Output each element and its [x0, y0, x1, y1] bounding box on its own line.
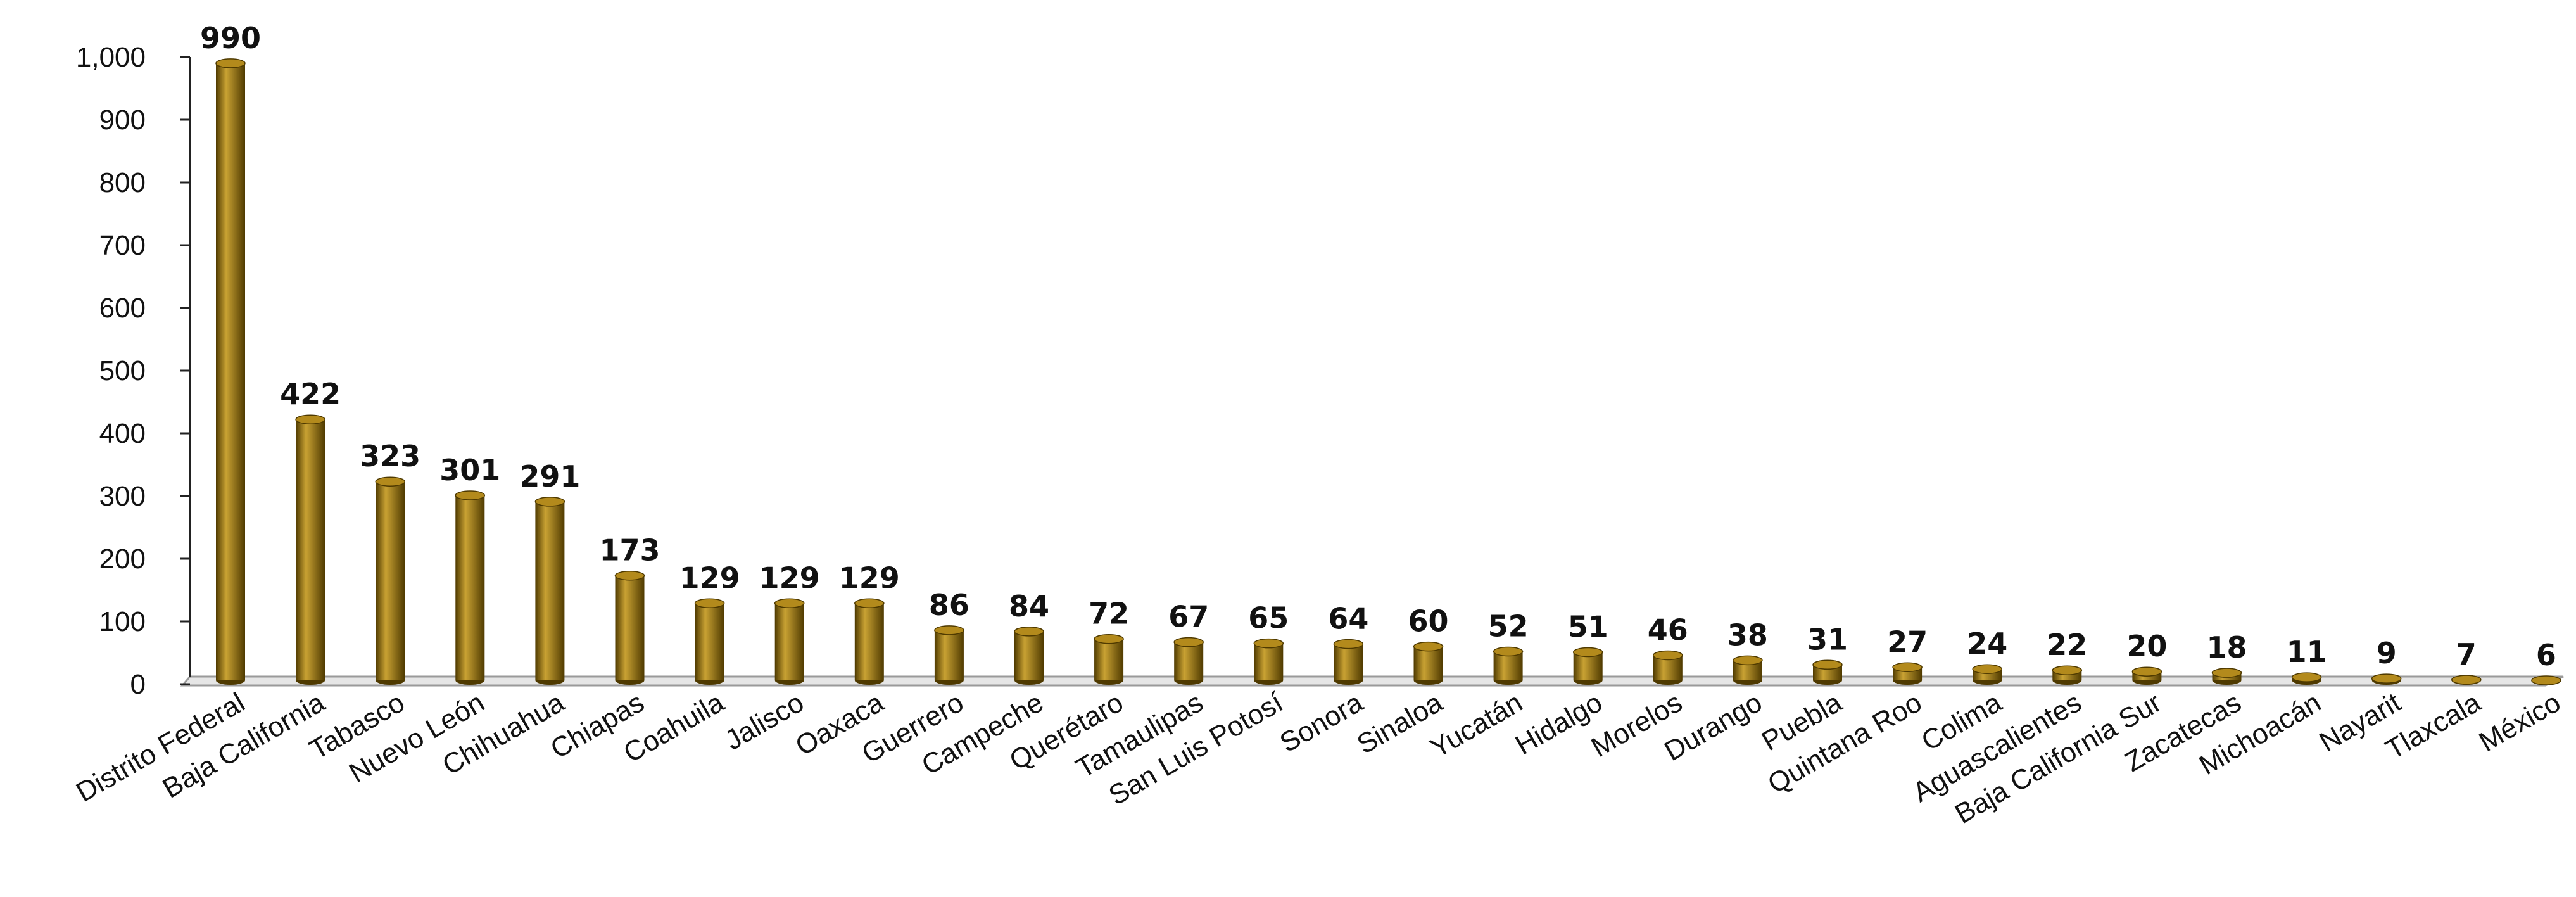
- y-tick-label: 600: [99, 293, 146, 324]
- bar: [2052, 665, 2083, 685]
- data-label: 129: [679, 561, 740, 595]
- bar: [1812, 659, 1843, 685]
- bar: [2451, 675, 2482, 685]
- bar: [2211, 668, 2242, 685]
- bar: [774, 598, 805, 685]
- bar: [1733, 655, 1763, 685]
- bar: [375, 476, 405, 685]
- data-label: 84: [1009, 589, 1049, 623]
- bar: [1493, 646, 1524, 685]
- bar: [1413, 641, 1444, 685]
- data-label: 60: [1408, 604, 1448, 639]
- data-label: 323: [360, 439, 420, 473]
- bar: [1014, 627, 1044, 685]
- data-label: 129: [839, 561, 900, 595]
- data-label: 301: [439, 453, 500, 487]
- data-label: 64: [1328, 602, 1368, 636]
- data-label: 6: [2536, 638, 2556, 672]
- y-tick-label: 800: [99, 167, 146, 198]
- bar: [614, 570, 645, 685]
- data-label: 65: [1248, 601, 1289, 635]
- data-label: 24: [1967, 627, 2007, 661]
- bar: [215, 58, 246, 685]
- data-label: 46: [1648, 613, 1688, 647]
- y-tick-label: 400: [99, 418, 146, 449]
- data-label: 7: [2456, 637, 2477, 671]
- bar: [2291, 672, 2322, 685]
- bar: [1892, 662, 1923, 685]
- y-tick-label: 700: [99, 230, 146, 261]
- data-label: 67: [1168, 600, 1209, 634]
- x-tick-label: Jalisco: [720, 687, 809, 756]
- data-label: 86: [929, 588, 969, 622]
- y-tick-label: 0: [130, 669, 146, 700]
- bar: [854, 598, 885, 685]
- bar: [1572, 647, 1603, 685]
- bar: [1094, 633, 1124, 685]
- data-label: 52: [1488, 609, 1529, 644]
- data-label: 129: [759, 561, 820, 595]
- data-label: 51: [1568, 610, 1608, 644]
- bar: [1333, 639, 1364, 685]
- data-label: 18: [2206, 630, 2247, 665]
- bar: [295, 414, 325, 685]
- y-tick-label: 300: [99, 481, 146, 512]
- x-tick-label: Yucatán: [1425, 687, 1527, 764]
- data-label: 22: [2047, 628, 2087, 662]
- bar: [2371, 673, 2402, 685]
- bar: [534, 497, 565, 685]
- x-tick-label: Sonora: [1275, 687, 1368, 759]
- y-tick-label: 200: [99, 544, 146, 575]
- y-tick-label: 100: [99, 606, 146, 637]
- y-tick-label: 500: [99, 355, 146, 386]
- data-label: 72: [1089, 597, 1129, 631]
- x-tick-label: México: [2474, 687, 2566, 758]
- y-tick-label: 1,000: [76, 42, 146, 73]
- bar: [1972, 664, 2002, 685]
- bar: [694, 598, 725, 685]
- data-label: 173: [599, 533, 660, 568]
- bar: [2531, 675, 2561, 685]
- data-label: 11: [2287, 635, 2327, 669]
- data-label: 31: [1807, 622, 1848, 656]
- y-tick-label: 900: [99, 105, 146, 136]
- data-label: 38: [1727, 618, 1768, 652]
- data-label: 422: [280, 377, 341, 411]
- data-label: 9: [2377, 636, 2397, 670]
- bar: [1653, 650, 1683, 685]
- data-label: 20: [2126, 629, 2167, 663]
- data-label: 990: [200, 21, 261, 55]
- bar: [2131, 666, 2162, 685]
- bar: [455, 490, 486, 685]
- data-label: 291: [519, 459, 580, 493]
- bar: [934, 625, 964, 685]
- data-label: 27: [1887, 625, 1928, 659]
- x-tick-label: Hidalgo: [1510, 687, 1608, 761]
- bar: [1173, 637, 1204, 685]
- bar: [1253, 638, 1284, 685]
